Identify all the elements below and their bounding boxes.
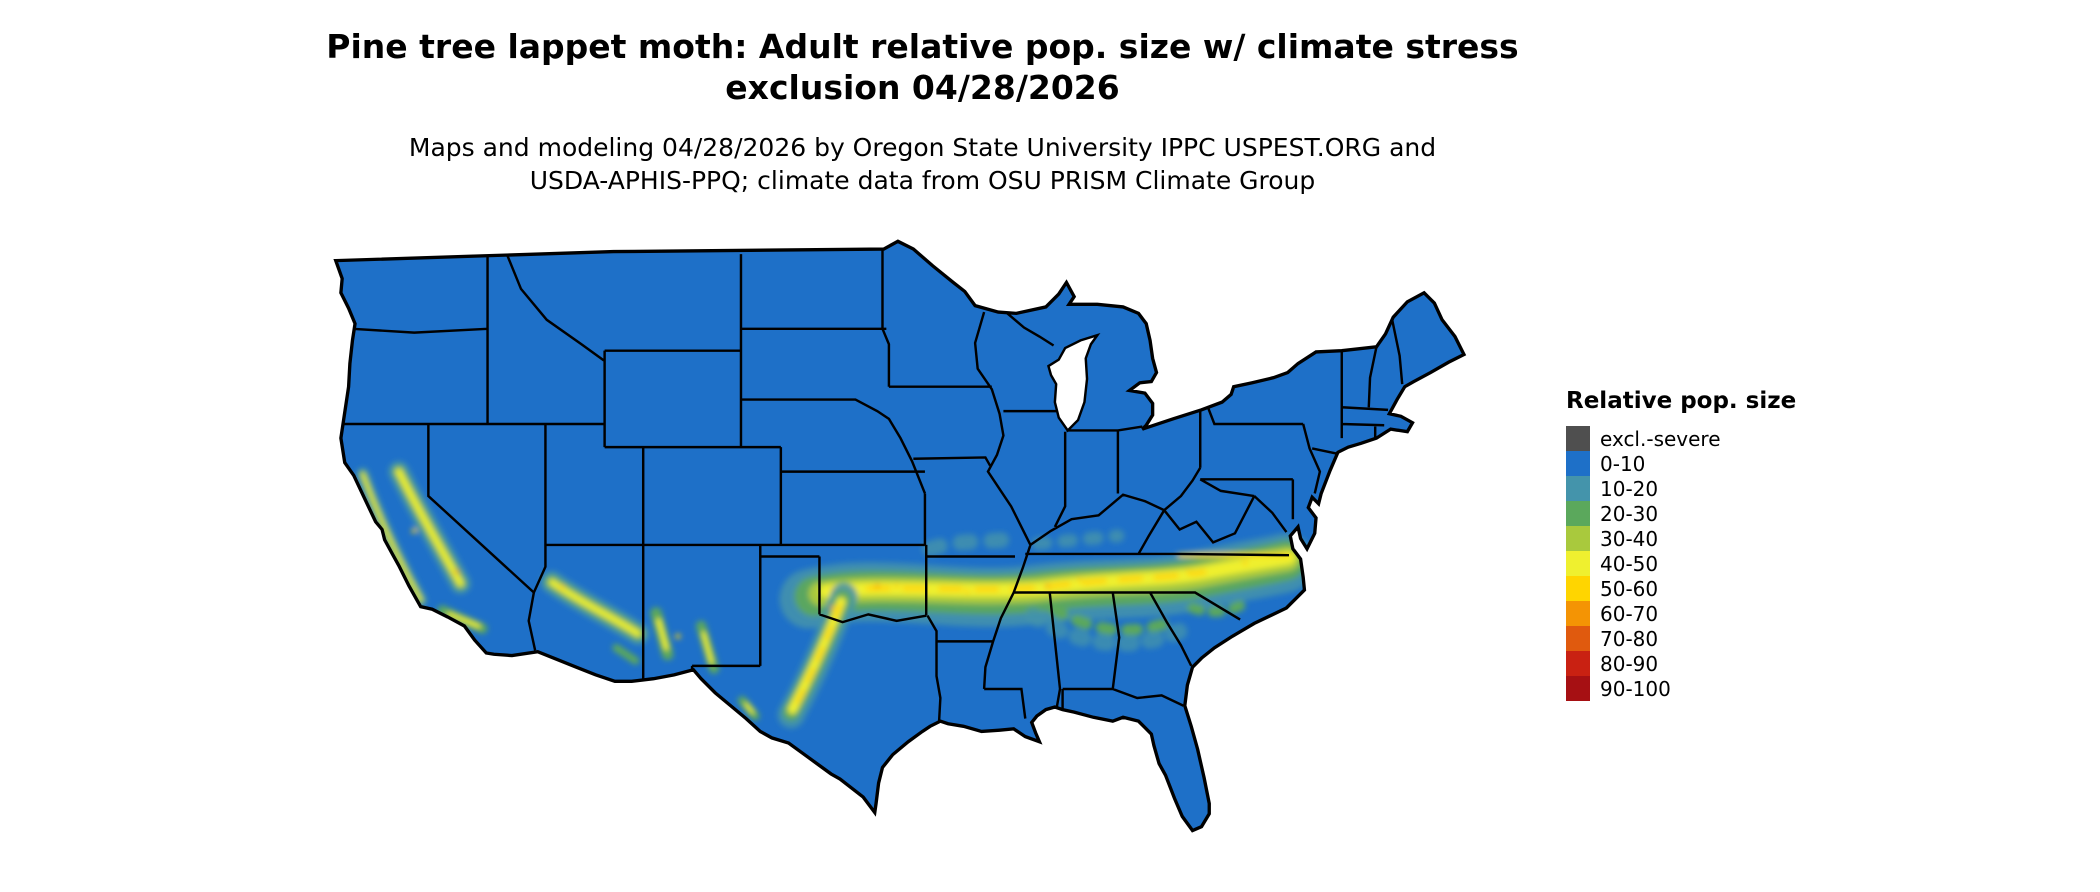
legend-swatch-20-30: [1566, 501, 1590, 526]
legend-swatch-60-70: [1566, 601, 1590, 626]
legend-item-0-10: 0-10: [1566, 451, 1796, 476]
legend-label-80-90: 80-90: [1600, 651, 1659, 676]
legend-swatch-90-100: [1566, 676, 1590, 701]
legend-item-60-70: 60-70: [1566, 601, 1796, 626]
population-heat-overlay: [356, 461, 1315, 729]
map-subtitle-line2: USDA-APHIS-PPQ; climate data from OSU PR…: [529, 166, 1316, 196]
legend-item-40-50: 40-50: [1566, 551, 1796, 576]
legend-swatch-70-80: [1566, 626, 1590, 651]
legend-item-excl-severe: excl.-severe: [1566, 426, 1796, 451]
legend-label-50-60: 50-60: [1600, 576, 1659, 601]
legend-title: Relative pop. size: [1566, 388, 1797, 414]
legend-swatch-30-40: [1566, 526, 1590, 551]
map-title-line2: exclusion 04/28/2026: [725, 68, 1120, 108]
legend-label-10-20: 10-20: [1600, 476, 1659, 501]
us-landmass: [335, 241, 1464, 831]
legend-label-0-10: 0-10: [1600, 451, 1646, 476]
lake-michigan: [1047, 332, 1101, 433]
legend-swatch-80-90: [1566, 651, 1590, 676]
legend-item-90-100: 90-100: [1566, 676, 1796, 701]
legend-label-30-40: 30-40: [1600, 526, 1659, 551]
state-borders: [340, 249, 1404, 722]
legend-swatch-40-50: [1566, 551, 1590, 576]
legend-swatch-10-20: [1566, 476, 1590, 501]
legend-swatch-50-60: [1566, 576, 1590, 601]
map-title-line1: Pine tree lappet moth: Adult relative po…: [326, 27, 1519, 66]
legend-item-20-30: 20-30: [1566, 501, 1796, 526]
map-subtitle-line1: Maps and modeling 04/28/2026 by Oregon S…: [408, 132, 1437, 162]
legend-item-80-90: 80-90: [1566, 651, 1796, 676]
legend-item-10-20: 10-20: [1566, 476, 1796, 501]
legend: Relative pop. size excl.-severe 0-10 10-…: [1566, 388, 1796, 701]
us-population-map: [334, 239, 1466, 833]
legend-label-40-50: 40-50: [1600, 551, 1659, 576]
legend-label-90-100: 90-100: [1600, 676, 1671, 701]
legend-label-60-70: 60-70: [1600, 601, 1659, 626]
legend-item-70-80: 70-80: [1566, 626, 1796, 651]
legend-swatch-excl-severe: [1566, 426, 1590, 451]
legend-label-20-30: 20-30: [1600, 501, 1659, 526]
legend-label-excl-severe: excl.-severe: [1600, 426, 1721, 451]
legend-label-70-80: 70-80: [1600, 626, 1659, 651]
legend-item-50-60: 50-60: [1566, 576, 1796, 601]
header: Pine tree lappet moth: Adult relative po…: [0, 26, 1845, 198]
legend-swatch-0-10: [1566, 451, 1590, 476]
heat-speckles: [411, 528, 1248, 639]
legend-item-30-40: 30-40: [1566, 526, 1796, 551]
map-subtitle: Maps and modeling 04/28/2026 by Oregon S…: [0, 131, 1845, 199]
